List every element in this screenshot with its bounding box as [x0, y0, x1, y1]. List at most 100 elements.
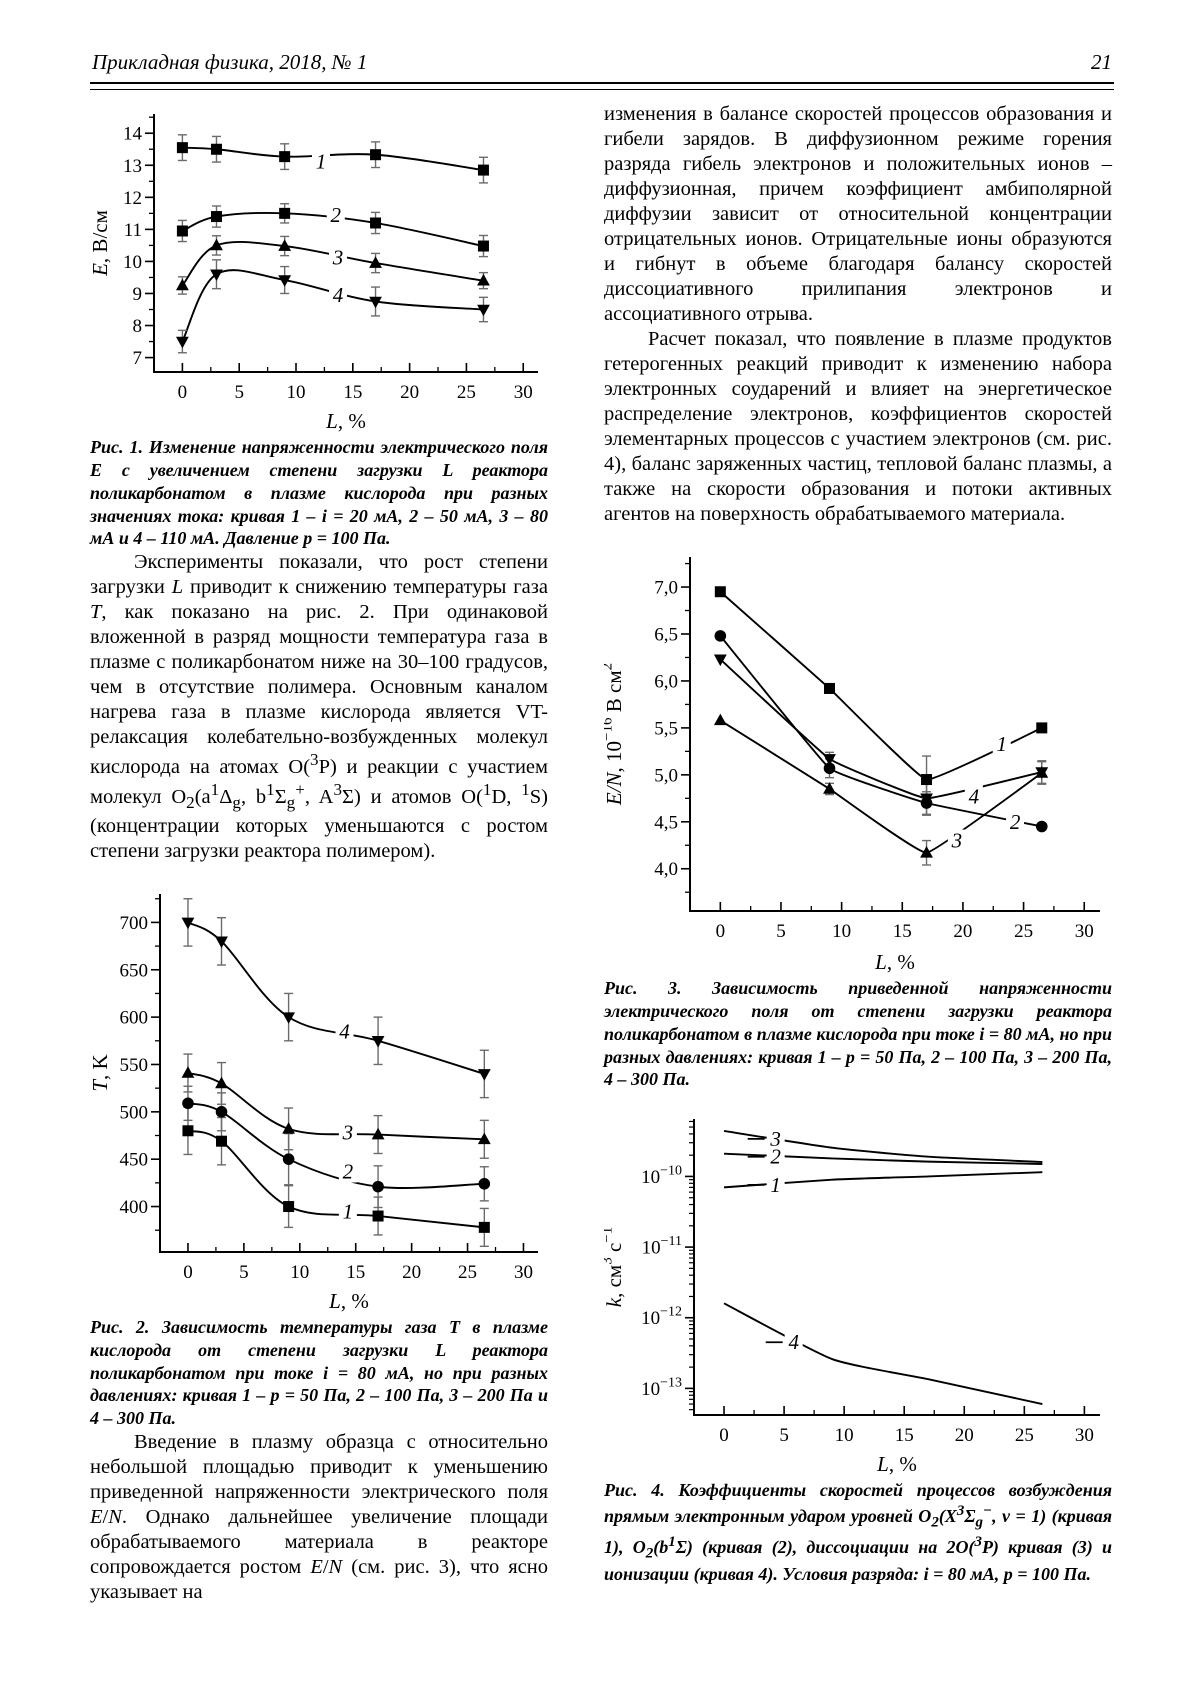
- figure-4-chart: 0 5 10 15 20 25 30 10−10 10−11 10−12 10−13 3 2 1 4 L, %…: [604, 1109, 1112, 1479]
- svg-text:10−12: 10−12: [641, 1305, 682, 1330]
- svg-text:11: 11: [124, 220, 142, 241]
- fig1-curve-4: [181, 269, 484, 342]
- svg-text:2: 2: [1010, 810, 1021, 834]
- svg-text:15: 15: [343, 382, 362, 403]
- fig4-svg: 0 5 10 15 20 25 30 10−10 10−11 10−12 10−13 32 1 4 L, %…: [604, 1119, 1100, 1476]
- svg-text:20: 20: [953, 921, 972, 942]
- svg-text:4: 4: [969, 784, 980, 808]
- page-number: 21: [1091, 50, 1112, 74]
- svg-text:14: 14: [123, 124, 143, 145]
- svg-text:13: 13: [123, 156, 142, 177]
- fig2-ticks: [151, 897, 525, 1252]
- svg-text:20: 20: [402, 1262, 421, 1283]
- figure-3-caption: Рис. 3. Зависимость приведенной напряжен…: [604, 978, 1113, 1090]
- fig4-curve-labels: 32 1 4: [747, 1127, 803, 1355]
- fig1-xlabel: L, %: [325, 409, 366, 433]
- svg-text:4,5: 4,5: [654, 812, 678, 833]
- svg-text:3: 3: [769, 1127, 781, 1151]
- svg-text:1: 1: [996, 732, 1007, 756]
- fig3-curves: [719, 591, 1043, 854]
- svg-text:10−11: 10−11: [642, 1234, 682, 1259]
- svg-text:10−13: 10−13: [641, 1376, 682, 1401]
- svg-text:2: 2: [343, 1159, 354, 1183]
- fig3-ticks: [681, 562, 1086, 911]
- fig3-axes: [689, 557, 1100, 912]
- svg-text:10: 10: [832, 921, 851, 942]
- fig1-curve-2: [181, 212, 484, 247]
- figure-1-caption: Рис. 1. Изменение напряженности электрич…: [90, 437, 549, 549]
- right-paragraph-2: Расчет показал, что появление в плазме п…: [604, 328, 1112, 525]
- svg-text:25: 25: [1015, 1425, 1034, 1446]
- svg-text:2: 2: [770, 1145, 781, 1169]
- fig2-svg: 0 5 10 15 20 25 30 400 450 500 550 600 650 700 4 3 2 1 L, …: [90, 893, 538, 1313]
- svg-text:3: 3: [332, 246, 344, 270]
- svg-text:30: 30: [1075, 1425, 1094, 1446]
- header-rule: [90, 82, 1114, 90]
- svg-text:6,0: 6,0: [654, 671, 678, 692]
- svg-text:20: 20: [400, 382, 419, 403]
- figure-2-chart: 0 5 10 15 20 25 30 400 450 500 550 600 650 700 4 3 2 1 L, …: [90, 882, 548, 1316]
- fig3-markers: [713, 586, 1049, 858]
- figure-1-chart: 0 5 10 15 20 25 30 7 8 9 10 11 12 13 14 1 2 3 4 L, % E, В/см: [90, 104, 548, 436]
- svg-text:10: 10: [290, 1262, 309, 1283]
- fig2-xlabel: L, %: [328, 1289, 369, 1313]
- svg-text:5,5: 5,5: [654, 718, 678, 739]
- two-column-layout: 0 5 10 15 20 25 30 7 8 9 10 11 12 13 14 1 2 3 4 L, % E, В/см…: [90, 102, 1114, 1605]
- fig1-ylabel: E, В/см: [90, 210, 112, 277]
- fig4-ticks: [685, 1121, 1086, 1416]
- svg-text:10: 10: [835, 1425, 854, 1446]
- fig1-ticks: [145, 116, 525, 372]
- fig3-xlabel: L, %: [874, 950, 915, 974]
- svg-text:4: 4: [788, 1331, 799, 1355]
- fig3-curve-labels: 1 2 34: [947, 732, 1025, 853]
- fig2-ylabel: T, K: [90, 1054, 112, 1091]
- svg-text:4: 4: [333, 283, 344, 307]
- svg-text:0: 0: [183, 1262, 193, 1283]
- fig2-curves: [187, 921, 485, 1229]
- fig2-curve-labels: 4 3 2 1: [335, 1019, 357, 1223]
- fig2-curve-3: [187, 1071, 485, 1141]
- svg-text:1: 1: [316, 149, 327, 173]
- fig1-curve-3: [181, 241, 484, 287]
- left-paragraph-2: Введение в плазму образца с относительно…: [90, 1431, 549, 1604]
- fig3-ylabel: E/N, 10−16 В см2: [604, 663, 626, 806]
- left-paragraph-1: Эксперименты показали, что рост степени …: [90, 551, 548, 862]
- fig3-curve-2: [719, 635, 1042, 828]
- fig3-curve-1: [719, 591, 1043, 781]
- svg-text:7: 7: [133, 348, 143, 369]
- svg-text:2: 2: [331, 203, 342, 227]
- svg-text:6,5: 6,5: [654, 624, 678, 645]
- fig4-curve-4: [723, 1302, 1043, 1406]
- svg-text:400: 400: [120, 1197, 149, 1218]
- journal-title: Прикладная физика, 2018, № 1: [92, 50, 368, 74]
- right-paragraph-1: изменения в балансе скоростей процессов …: [604, 103, 1112, 325]
- figure-3-chart: 0 5 10 15 20 25 30 4,0 4,5 5,0 5,5 6,0 6,5 7,0 1 2 3 4 L, …: [604, 543, 1112, 977]
- fig2-markers: [181, 917, 491, 1233]
- svg-text:600: 600: [120, 1007, 149, 1028]
- svg-text:0: 0: [719, 1425, 729, 1446]
- svg-text:20: 20: [955, 1425, 974, 1446]
- svg-text:8: 8: [133, 316, 143, 337]
- svg-text:3: 3: [342, 1121, 354, 1145]
- fig4-xlabel: L, %: [876, 1452, 917, 1476]
- svg-text:5: 5: [234, 382, 244, 403]
- svg-text:0: 0: [178, 382, 188, 403]
- svg-text:15: 15: [893, 921, 912, 942]
- svg-text:30: 30: [1075, 921, 1094, 942]
- svg-text:15: 15: [895, 1425, 914, 1446]
- svg-text:1: 1: [770, 1173, 781, 1197]
- fig2-tick-labels: 0 5 10 15 20 25 30 400 450 500 550 600 650 700: [120, 913, 533, 1283]
- svg-text:5: 5: [239, 1262, 249, 1283]
- fig3-svg: 0 5 10 15 20 25 30 4,0 4,5 5,0 5,5 6,0 6,5 7,0 1 2 34 L, …: [604, 557, 1100, 974]
- svg-text:650: 650: [120, 960, 149, 981]
- svg-text:25: 25: [1014, 921, 1033, 942]
- svg-text:15: 15: [346, 1262, 365, 1283]
- fig2-curve-1: [187, 1129, 485, 1229]
- svg-text:500: 500: [120, 1102, 149, 1123]
- fig2-curve-2: [187, 1102, 485, 1189]
- svg-text:700: 700: [120, 913, 149, 934]
- svg-text:10−10: 10−10: [641, 1164, 682, 1189]
- svg-text:12: 12: [123, 188, 142, 209]
